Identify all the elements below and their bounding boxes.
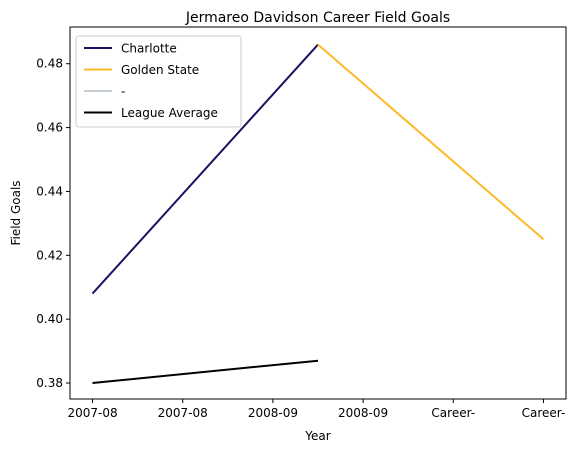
series-line-golden-state xyxy=(317,43,545,241)
legend: Charlotte Golden State - League Average xyxy=(75,35,242,128)
y-tick-label: 0.46 xyxy=(36,121,63,135)
legend-label: Charlotte xyxy=(121,42,177,56)
x-tick-label: 2008-09 xyxy=(248,406,298,420)
series-line-league-average xyxy=(92,359,319,384)
legend-label: - xyxy=(121,85,125,99)
series-line-charlotte xyxy=(91,43,319,295)
x-tick-label: 2007-08 xyxy=(67,406,117,420)
x-tick-label: 2007-08 xyxy=(158,406,208,420)
legend-label: Golden State xyxy=(121,63,199,77)
x-axis: 2007-08 2007-08 2008-09 2008-09 Career- Caree… xyxy=(67,399,565,420)
x-axis-label: Year xyxy=(304,429,330,443)
x-tick-label: Career- xyxy=(431,406,475,420)
y-axis: 0.38 0.40 0.42 0.44 0.46 0.48 xyxy=(36,57,70,390)
series-layer xyxy=(91,43,545,384)
y-tick-label: 0.44 xyxy=(36,184,63,198)
plot-frame xyxy=(69,26,567,400)
legend-label: League Average xyxy=(121,106,218,120)
x-tick-label: 2008-09 xyxy=(338,406,388,420)
x-tick-label: Career- xyxy=(522,406,566,420)
legend-box xyxy=(75,35,242,128)
y-axis-label: Field Goals xyxy=(9,180,23,245)
y-tick-label: 0.42 xyxy=(36,248,63,262)
plot-area xyxy=(69,26,567,400)
y-tick-label: 0.40 xyxy=(36,312,63,326)
chart-title: Jermareo Davidson Career Field Goals xyxy=(185,10,450,26)
y-tick-label: 0.38 xyxy=(36,376,63,390)
y-tick-label: 0.48 xyxy=(36,57,63,71)
